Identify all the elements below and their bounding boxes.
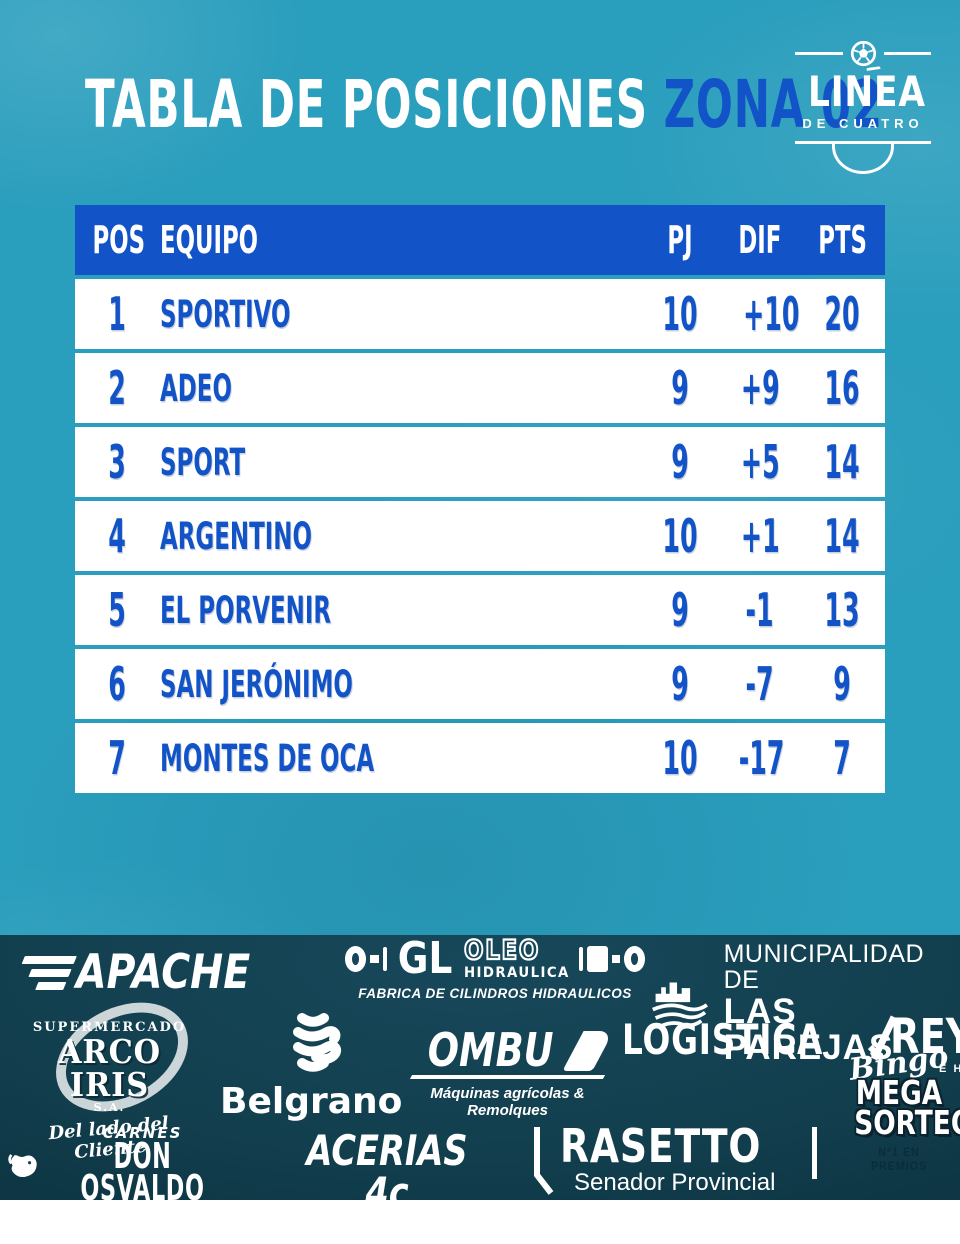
don-osvaldo-wordmark: DON OSVALDO [80, 1135, 205, 1209]
table-row: 5 EL PORVENIR 9 -1 13 [75, 575, 885, 645]
belgrano-flag-icon [293, 1013, 342, 1072]
sponsor-gl-oleo: GL OLEO HIDRAULICA FABRICA DE CILINDROS … [345, 932, 645, 1001]
goal-arc-icon [795, 141, 931, 175]
cylinder-rod-right-icon [612, 954, 620, 963]
ombu-tagline: Máquinas agrícolas & Remolques [430, 1085, 585, 1120]
carnes-label: CARNES [102, 1124, 183, 1142]
soccer-ball-icon [850, 40, 876, 67]
ombu-underline [409, 1075, 606, 1080]
rasetto-bar-right [811, 1127, 817, 1179]
cylinder-mount-icon [578, 946, 584, 971]
rasetto-wordmark: RASETTO [560, 1119, 762, 1173]
col-header-pj: PJ [667, 218, 693, 262]
linea-de-cuatro-logo: LINEA DE CUATRO [795, 40, 931, 175]
oleo-wordmark: OLEO [463, 935, 540, 966]
belgrano-wordmark: Belgrano [220, 1081, 403, 1122]
hidraulica-wordmark: HIDRAULICA [463, 965, 570, 981]
title-zone: ZONA 02 [663, 66, 883, 143]
gl-tagline: FABRICA DE CILINDROS HIDRAULICOS [358, 986, 632, 1001]
logistica-wordmark: LOGISTICA [622, 1015, 824, 1064]
rule-left [795, 52, 843, 55]
team-name: MONTES DE OCA [160, 736, 375, 780]
municipalidad-line2: LAS PAREJAS [723, 991, 894, 1068]
team-name: SAN JERÓNIMO [160, 662, 353, 706]
gl-wordmark: GL [398, 932, 453, 984]
brand-subtitle: DE CUATRO [802, 116, 924, 131]
rey-e-hijos: E HIJOS [939, 1063, 960, 1075]
rasetto-bracket-icon [534, 1127, 554, 1195]
team-name: ARGENTINO [160, 514, 313, 558]
ombu-wordmark: OMBU [427, 1023, 554, 1077]
cylinder-eye-right-icon [623, 945, 645, 972]
sponsor-municipalidad: MUNICIPALIDAD DE LAS PAREJAS [650, 941, 960, 1067]
col-header-pos: POS [92, 218, 146, 262]
table-row: 6 SAN JERÓNIMO 9 -7 9 [75, 649, 885, 719]
rule-right [883, 52, 931, 55]
municipalidad-line1: MUNICIPALIDAD DE [723, 940, 925, 995]
sponsor-acerias: ACERIAS 4c SÓLIDOS COMO EL ACERO [252, 1126, 522, 1233]
sponsor-rasetto: RASETTO Senador Provincial [532, 1123, 817, 1197]
standings-table: POS EQUIPO PJ DIF PTS 1 SPORTIVO 10 +10 … [75, 205, 885, 793]
apache-stripes-icon [11, 955, 77, 990]
sponsor-ombu: OMBU Máquinas agrícolas & Remolques [405, 1023, 614, 1120]
rey-slash-icon [867, 1015, 896, 1061]
bingo-mega: MEGA [855, 1073, 943, 1112]
acerias-tag-rest: COMO EL ACERO [359, 1216, 490, 1232]
bingo-tagline: N°1 EN PREMIOS [870, 1144, 928, 1173]
table-header-row: POS EQUIPO PJ DIF PTS [75, 205, 885, 275]
city-skyline-icon [652, 982, 708, 1029]
poster-canvas: TABLA DE POSICIONES ZONA 02 LINEA DE CUA… [0, 0, 960, 1200]
table-row: 1 SPORTIVO 10 +10 20 [75, 279, 885, 349]
table-row: 3 SPORT 9 +5 14 [75, 427, 885, 497]
don-osvaldo-address: SARMIENTO Y 9 DE JULIO - 15574241/156751… [55, 1206, 196, 1231]
cylinder-body-icon [587, 945, 609, 972]
rey-wordmark: REY [889, 1009, 960, 1065]
brand-name: LINEA [807, 67, 926, 116]
team-name: EL PORVENIR [160, 588, 332, 632]
arco-iris-wordmark: ARCO IRIS [57, 1032, 162, 1104]
team-name: SPORTIVO [160, 292, 291, 336]
logo-top-rule [795, 40, 931, 67]
acerias-tag-bold: SÓLIDOS [284, 1216, 355, 1232]
cylinder-eye-left-icon [345, 945, 367, 972]
acerias-wordmark: ACERIAS 4c [306, 1126, 468, 1217]
cylinder-mount-icon [383, 946, 388, 971]
bull-icon [8, 1154, 37, 1178]
sponsor-apache: APACHE [18, 945, 283, 1000]
team-name: SPORT [160, 440, 246, 484]
table-row: 2 ADEO 9 +9 16 [75, 353, 885, 423]
sponsor-logistica-rey: LOGISTICA REY E HIJOS [622, 1009, 960, 1075]
cylinder-rod-left-icon [370, 954, 380, 963]
title-main: TABLA DE POSICIONES [85, 66, 648, 143]
apache-wordmark: APACHE [76, 945, 251, 1000]
sponsor-footer: APACHE GL OLEO HIDRAULICA FABRICA DE CIL… [0, 932, 960, 1244]
bingo-sorteo: SORTEO [854, 1103, 960, 1143]
team-name: ADEO [160, 366, 232, 410]
don-osvaldo-delivery: ENVÍOS A DOMICILIO SIN CARGO [36, 1230, 215, 1244]
arco-iris-sa: S.A. [93, 1101, 126, 1114]
brand-accent-mark [866, 66, 882, 79]
sponsor-arco-iris: SUPERMERCADO ARCO IRIS S.A. Del lado del… [12, 980, 207, 1163]
rasetto-subtitle: Senador Provincial [574, 1169, 776, 1196]
col-header-dif: DIF [738, 218, 782, 262]
page-title: TABLA DE POSICIONES ZONA 02 [85, 72, 960, 138]
sponsor-belgrano: Belgrano [220, 1010, 403, 1122]
col-header-equipo: EQUIPO [160, 218, 259, 262]
arco-iris-supermercado: SUPERMERCADO [32, 1020, 187, 1035]
table-row: 4 ARGENTINO 10 +1 14 [75, 501, 885, 571]
sponsor-don-osvaldo: CARNES DON OSVALDO SARMIENTO Y 9 DE JULI… [8, 1124, 243, 1244]
table-row: 7 MONTES DE OCA 10 -17 7 [75, 723, 885, 793]
col-header-pts: PTS [818, 218, 867, 262]
ombu-swoosh-icon [562, 1031, 614, 1072]
sponsor-bingo: Bingo MEGA SORTEO N°1 EN PREMIOS [843, 1039, 960, 1175]
